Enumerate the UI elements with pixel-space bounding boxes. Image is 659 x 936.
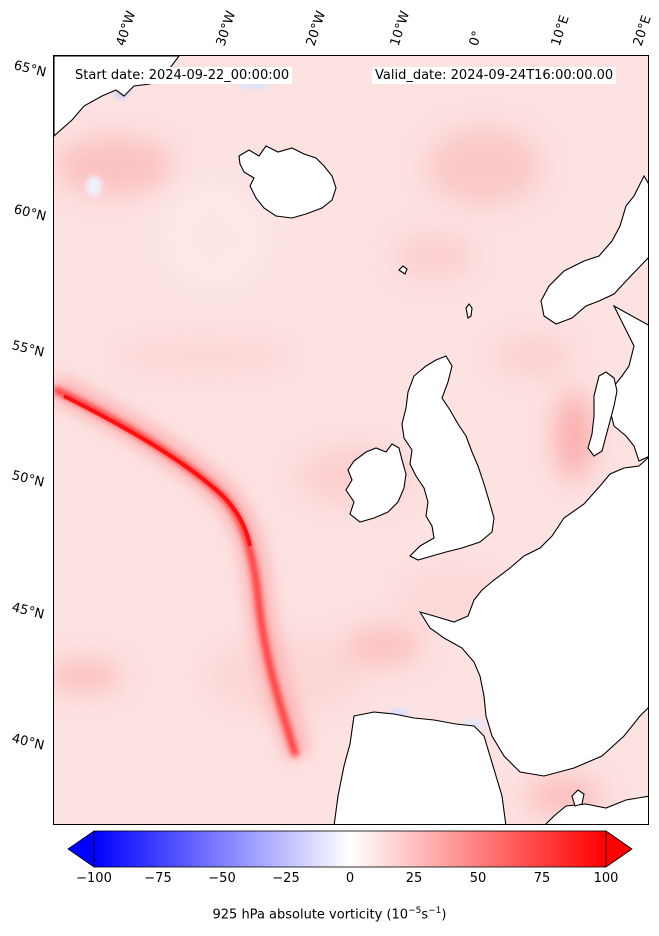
lon-label-20e: 20°E: [630, 13, 655, 49]
colorbar-tick: 0: [345, 871, 355, 886]
lon-label-10w: 10°W: [387, 9, 414, 48]
ireland-coast: [345, 443, 407, 523]
faroe-islands: [398, 265, 408, 275]
vorticity-band: [54, 374, 312, 761]
colorbar-extend-low: [67, 830, 95, 868]
colorbar-gradient: [93, 830, 607, 868]
colorbar-tick: 100: [593, 871, 619, 886]
lon-label-10e: 10°E: [548, 13, 573, 49]
colorbar-tick: 50: [469, 871, 487, 886]
start-date-label: Start date: 2024-09-22_00:00:00: [72, 67, 293, 84]
colorbar-tick: −100: [76, 871, 112, 886]
lon-label-30w: 30°W: [213, 9, 240, 48]
colorbar-tick: 25: [405, 871, 423, 886]
lat-label-60n: 60°N: [12, 202, 48, 225]
lon-label-20w: 20°W: [303, 9, 330, 48]
colorbar: [67, 830, 633, 868]
map-canvas: [54, 56, 648, 824]
colorbar-tick: 75: [533, 871, 551, 886]
colorbar-tick: −50: [208, 871, 236, 886]
lat-label-50n: 50°N: [10, 468, 46, 491]
africa-coast: [545, 795, 648, 824]
sardinia-coast: [571, 789, 585, 807]
iberia-coast: [333, 711, 507, 824]
lat-label-40n: 40°N: [10, 731, 46, 754]
lat-label-55n: 55°N: [10, 338, 46, 361]
lon-label-40w: 40°W: [113, 9, 140, 48]
lat-label-45n: 45°N: [10, 600, 46, 623]
vorticity-map: Start date: 2024-09-22_00:00:00 Valid_da…: [53, 55, 649, 825]
colorbar-tick: −25: [272, 871, 300, 886]
shetland-islands: [465, 303, 473, 319]
great-britain-coast: [401, 355, 495, 561]
valid-date-label: Valid_date: 2024-09-24T16:00:00.00: [372, 67, 617, 84]
colorbar-label: 925 hPa absolute vorticity (10−5s−1): [212, 906, 447, 923]
denmark-coast: [587, 371, 618, 457]
colorbar-tick: −75: [144, 871, 172, 886]
colorbar-extend-high: [605, 830, 633, 868]
continental-europe-coast: [418, 457, 648, 777]
lat-label-65n: 65°N: [12, 58, 48, 81]
lon-label-0: 0°: [466, 29, 486, 48]
iceland-coast: [238, 145, 337, 219]
